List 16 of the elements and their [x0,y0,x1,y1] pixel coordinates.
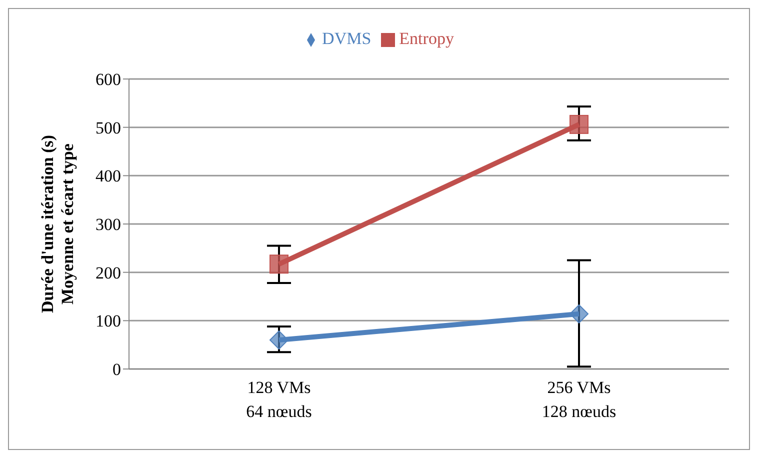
y-tick-label: 500 [96,118,121,138]
y-tick-label: 300 [96,215,121,234]
point [270,254,288,274]
x-tick-label: 256 VMs 128 nœuds [542,378,616,421]
y-tick-label: 600 [96,70,121,90]
y-tick-label: 100 [96,312,121,331]
point [570,114,588,134]
y-tick-label: 200 [96,263,121,282]
y-tick-label: 0 [112,360,121,380]
x-tick-label: 128 VMs 64 nœuds [246,378,312,421]
legend-label: DVMS [322,29,372,48]
point [570,304,588,324]
y-tick-label: 400 [96,166,121,186]
point [270,330,288,350]
legend-label: Entropy [399,29,454,48]
y-axis-title: Durée d'une itération (s) Moyenne et écart type [38,134,77,314]
